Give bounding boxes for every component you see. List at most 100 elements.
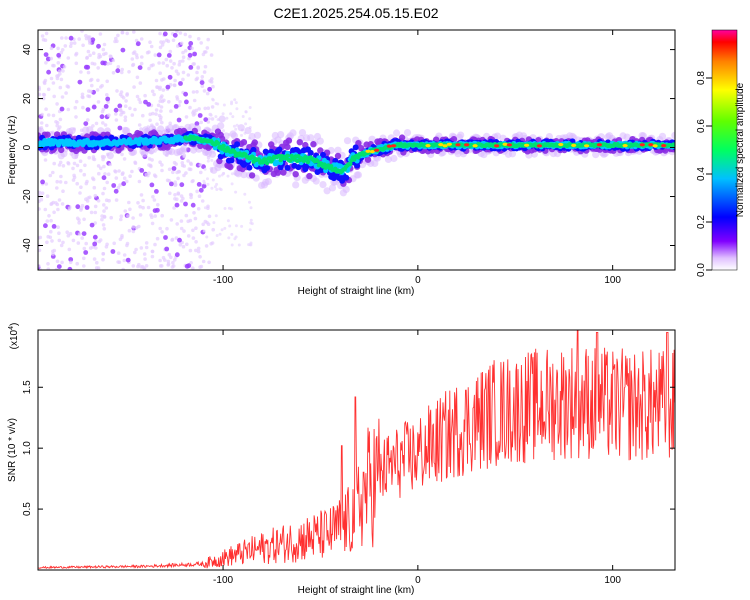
snr-ytick-label: 1.5: [22, 380, 33, 394]
spectrogram-noise-point: [86, 49, 91, 54]
spectrogram-noise-point: [82, 217, 86, 222]
spectrogram-noise-point: [51, 170, 55, 175]
spectrogram-noise-point: [114, 112, 118, 116]
spectrogram-noise-point: [75, 216, 80, 221]
spectrogram-noise-point: [91, 157, 96, 161]
spectrogram-noise-point: [51, 200, 56, 205]
spectrogram-noise-point: [74, 61, 79, 66]
spectrogram-noise-point: [102, 42, 107, 47]
spectrogram-noise-point: [131, 264, 136, 268]
spectrogram-noise-point: [105, 93, 109, 97]
spectrogram-noise-point: [149, 63, 154, 68]
spectrogram-noise-point: [133, 107, 137, 112]
spectrogram-noise-point: [215, 182, 219, 186]
spectrogram-noise-point: [126, 214, 130, 218]
spectrogram-noise-point: [175, 30, 179, 33]
snr-ytick-label: 1.0: [22, 441, 33, 455]
spectrogram-noise-point: [165, 226, 169, 231]
spectrogram-noise-point: [118, 237, 123, 242]
spectrogram-noise-point: [98, 238, 103, 242]
spectrogram-noise-point: [57, 238, 62, 243]
spectrogram-noise-point: [234, 224, 238, 228]
spectrogram-signal-point: [217, 122, 225, 130]
spectrogram-noise-point: [89, 222, 95, 228]
spectrogram-noise-point: [82, 172, 87, 177]
spectrogram-noise-point: [91, 176, 95, 180]
spectrogram-noise-point: [171, 166, 177, 171]
spectrogram-peak-point: [661, 144, 667, 148]
spectrogram-noise-point: [226, 219, 230, 223]
spectrogram-noise-point: [166, 263, 170, 267]
spectrogram-noise-point: [163, 235, 168, 240]
spectrogram-ytick-label: 20: [22, 93, 33, 105]
spectrogram-noise-point: [235, 123, 239, 127]
spectrogram-signal-point: [354, 171, 362, 179]
spectrogram-noise-point: [248, 228, 252, 232]
spectrogram-noise-point: [165, 84, 171, 90]
spectrogram-noise-point: [41, 96, 46, 101]
snr-multiplier: (x104): [8, 323, 20, 350]
spectrogram-noise-point: [114, 176, 119, 180]
spectrogram-signal-point: [285, 153, 290, 158]
spectrogram-noise-point: [51, 113, 56, 118]
spectrogram-noise-point: [211, 227, 215, 232]
spectrogram-noise-point: [189, 195, 193, 200]
spectrogram-noise-point: [61, 240, 65, 245]
spectrogram-noise-point: [66, 233, 71, 238]
spectrogram-signal-point: [623, 133, 631, 141]
spectrogram-noise-point: [38, 248, 42, 253]
snr-xtick-label: -100: [213, 575, 233, 586]
spectrogram-noise-point: [92, 257, 97, 261]
spectrogram-noise-point: [128, 106, 132, 111]
spectrogram-noise-point: [102, 227, 107, 231]
spectrogram-noise-point: [222, 103, 226, 107]
colorbar-tick-label: 0.4: [696, 167, 707, 181]
spectrogram-ytick-label: 0: [22, 144, 33, 150]
spectrogram-noise-point: [103, 172, 107, 176]
spectrogram-noise-point: [81, 231, 87, 237]
spectrogram-noise-point: [49, 46, 54, 51]
spectrogram-noise-point: [103, 104, 109, 109]
spectrogram-noise-point: [174, 162, 178, 166]
spectrogram-noise-point: [220, 228, 224, 232]
spectrogram-noise-point: [104, 206, 109, 210]
spectrogram-noise-point: [102, 186, 107, 191]
spectrogram-noise-point: [167, 74, 173, 80]
spectrogram-signal-point: [296, 139, 303, 146]
spectrogram-noise-point: [144, 245, 149, 250]
spectrogram-noise-point: [106, 62, 110, 66]
spectrogram-noise-point: [248, 200, 251, 204]
spectrogram-signal-point: [246, 164, 253, 171]
spectrogram-noise-point: [143, 93, 147, 98]
spectrogram-noise-point: [211, 84, 215, 89]
spectrogram-noise-point: [139, 246, 144, 250]
spectrogram-noise-point: [235, 107, 239, 111]
spectrogram-signal-point: [215, 141, 221, 146]
spectrogram-noise-point: [165, 178, 170, 183]
spectrogram-noise-point: [78, 191, 82, 195]
spectrogram-noise-point: [172, 61, 176, 66]
spectrogram-noise-point: [127, 200, 131, 205]
spectrogram-noise-point: [52, 63, 56, 68]
spectrogram-signal-point: [244, 127, 252, 135]
spectrogram-signal-point: [136, 141, 142, 147]
spectrogram-noise-point: [38, 236, 41, 240]
spectrogram-noise-point: [161, 88, 166, 92]
spectrogram-noise-point: [168, 191, 172, 196]
spectrogram-noise-point: [93, 204, 98, 209]
spectrogram-noise-point: [174, 202, 180, 208]
spectrogram-noise-point: [143, 257, 147, 261]
spectrogram-noise-point: [44, 107, 48, 111]
spectrogram-noise-point: [228, 224, 232, 228]
spectrogram-peak-point: [446, 142, 452, 146]
spectrogram-peak-point: [455, 143, 461, 147]
spectrogram-noise-point: [215, 188, 219, 191]
spectrogram-noise-point: [179, 219, 184, 223]
spectrogram-noise-point: [134, 38, 139, 43]
spectrogram-noise-point: [138, 100, 143, 105]
spectrogram-noise-point: [201, 222, 205, 227]
spectrogram-noise-point: [120, 47, 126, 53]
spectrogram-noise-point: [173, 258, 177, 262]
spectrogram-noise-point: [90, 37, 96, 43]
spectrogram-noise-point: [207, 86, 213, 92]
